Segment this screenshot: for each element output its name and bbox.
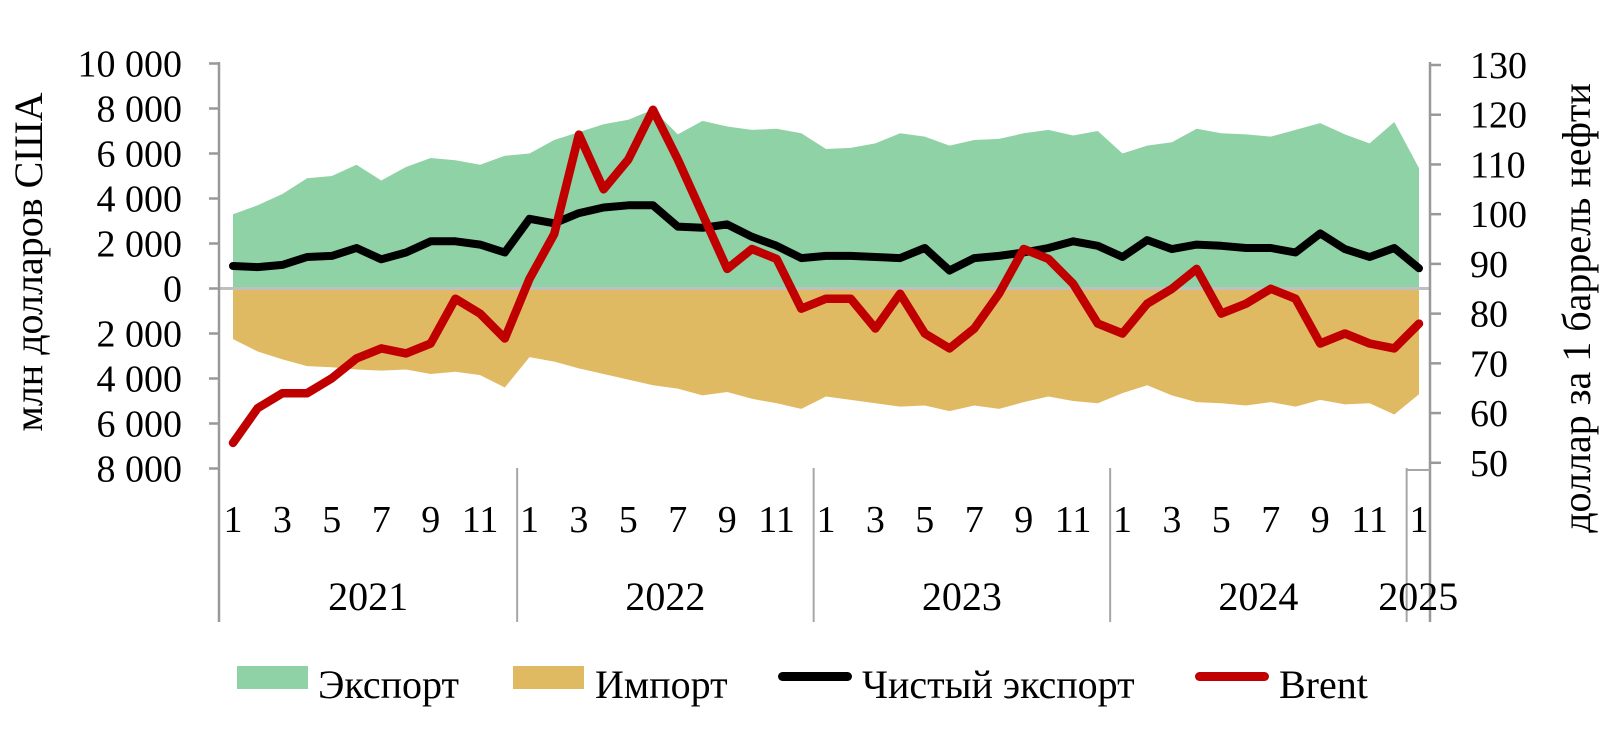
- left-axis-tick-label: 4 000: [97, 179, 183, 221]
- right-axis-tick-label: 110: [1470, 144, 1526, 186]
- left-axis-tick-label: 6 000: [97, 134, 183, 176]
- month-label: 5: [619, 499, 638, 541]
- area-series-layer: [233, 109, 1419, 415]
- month-label: 5: [915, 499, 934, 541]
- left-axis-tick-label: 2 000: [97, 224, 183, 266]
- legend: Экспорт Импорт Чистый экспорт Brent: [237, 662, 1368, 707]
- month-label: 7: [965, 499, 984, 541]
- line-series-brent: [228, 105, 1424, 448]
- left-axis-tick-label: 8 000: [97, 449, 183, 491]
- legend-import-label: Импорт: [595, 662, 728, 707]
- year-label: 2023: [922, 574, 1002, 619]
- left-axis-tick-label: 8 000: [97, 89, 183, 131]
- right-axis-tick-label: 80: [1470, 294, 1508, 336]
- right-axis-tick-label: 90: [1470, 244, 1508, 286]
- month-label: 11: [1055, 499, 1092, 541]
- month-label: 7: [1261, 499, 1280, 541]
- right-axis-tick-label: 50: [1470, 443, 1508, 485]
- area-series-экспорт: [233, 109, 1419, 289]
- year-label: 2024: [1218, 574, 1298, 619]
- right-axis-tick-label: 120: [1470, 95, 1527, 137]
- month-label: 1: [817, 499, 836, 541]
- month-label: 5: [322, 499, 341, 541]
- area-series-импорт: [233, 288, 1419, 415]
- year-label: 2022: [625, 574, 705, 619]
- month-label: 1: [224, 499, 243, 541]
- left-axis-tick-label: 10 000: [78, 44, 183, 86]
- month-label: 9: [421, 499, 440, 541]
- month-label: 5: [1212, 499, 1231, 541]
- legend-net-export-swatch: [778, 672, 852, 681]
- legend-export-label: Экспорт: [318, 662, 459, 707]
- left-axis-tick-label: 4 000: [97, 359, 183, 401]
- month-label: 9: [1014, 499, 1033, 541]
- month-label: 9: [1311, 499, 1330, 541]
- month-label: 1: [1113, 499, 1132, 541]
- left-axis-tick-label: 2 000: [97, 314, 183, 356]
- month-label: 7: [372, 499, 391, 541]
- left-axis-tick-label: 6 000: [97, 404, 183, 446]
- legend-brent-swatch: [1195, 672, 1269, 681]
- line-series-layer: [228, 105, 1424, 448]
- right-axis-tick-label: 100: [1470, 194, 1527, 236]
- month-label: 7: [668, 499, 687, 541]
- month-label: 1: [520, 499, 539, 541]
- legend-net-export-label: Чистый экспорт: [862, 662, 1135, 707]
- month-label: 3: [1162, 499, 1181, 541]
- legend-brent-label: Brent: [1279, 662, 1368, 707]
- month-label: 3: [866, 499, 885, 541]
- month-label: 3: [569, 499, 588, 541]
- left-axis-title: млн долларов США: [6, 92, 51, 431]
- right-axis-title: доллар за 1 баррель нефти: [1554, 83, 1599, 533]
- month-label: 1: [1410, 499, 1429, 541]
- legend-import-swatch: [513, 666, 584, 689]
- year-label: 2025: [1378, 574, 1458, 619]
- right-axis-tick-label: 70: [1470, 343, 1508, 385]
- month-label: 11: [758, 499, 795, 541]
- year-label: 2021: [328, 574, 408, 619]
- month-label: 9: [718, 499, 737, 541]
- right-axis-tick-label: 60: [1470, 393, 1508, 435]
- left-axis-tick-label: 0: [163, 269, 182, 311]
- month-label: 11: [1351, 499, 1388, 541]
- right-axis-tick-label: 130: [1470, 45, 1527, 87]
- month-label: 11: [462, 499, 499, 541]
- legend-export-swatch: [237, 666, 308, 689]
- month-label: 3: [273, 499, 292, 541]
- line-series-чистый экспорт: [229, 201, 1423, 275]
